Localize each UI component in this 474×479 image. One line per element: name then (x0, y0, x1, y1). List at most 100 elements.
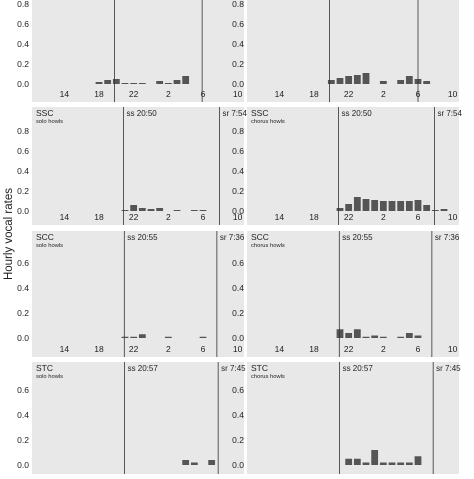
bar-hour-6 (414, 335, 422, 338)
bar-hour-2 (379, 336, 387, 338)
bar-hour-21 (336, 208, 344, 211)
bar-hour-4 (397, 462, 405, 465)
x-tick-label: 6 (201, 344, 206, 354)
y-tick-label: 0.8 (17, 0, 29, 9)
bar-hour-4 (397, 201, 405, 211)
bar-hour-18 (95, 82, 103, 84)
x-tick-label: 2 (381, 344, 386, 354)
bar-hour-4 (397, 80, 405, 84)
y-tick-label: 0.6 (17, 146, 29, 156)
bar-hour-22 (130, 83, 138, 84)
bar-hour-21 (336, 329, 344, 338)
bar-hour-22 (345, 204, 353, 211)
y-tick-label: 0.0 (232, 460, 244, 470)
x-tick-label: 22 (129, 344, 139, 354)
x-tick-label: 18 (94, 212, 104, 222)
x-tick-label: 10 (233, 212, 243, 222)
panel-background (247, 0, 459, 102)
panel-howl-type-label: solo howls (36, 119, 63, 125)
bar-hour-1 (371, 450, 379, 465)
bar-hour-2 (164, 336, 172, 338)
y-tick-label: 0.4 (232, 283, 244, 293)
bar-hour-2 (379, 81, 387, 84)
panel-howl-type-label: chorus howls (251, 374, 285, 380)
x-tick-label: 10 (233, 89, 243, 99)
x-tick-label: 22 (129, 89, 139, 99)
y-tick-label: 0.6 (17, 19, 29, 29)
bar-hour-1 (156, 81, 164, 84)
bar-hour-6 (199, 336, 207, 338)
x-tick-label: 2 (381, 212, 386, 222)
bar-hour-7 (423, 205, 431, 211)
y-tick-label: 0.8 (17, 126, 29, 136)
x-tick-label: 18 (309, 212, 319, 222)
y-tick-label: 0.2 (17, 308, 29, 318)
sunset-time-label: ss 20:55 (127, 233, 158, 242)
bar-hour-23 (138, 208, 146, 211)
bar-hour-5 (405, 76, 413, 84)
y-tick-label: 0.8 (232, 0, 244, 9)
y-tick-label: 0.0 (232, 333, 244, 343)
bar-hour-22 (345, 333, 353, 338)
bar-hour-2 (379, 462, 387, 465)
y-tick-label: 0.0 (17, 206, 29, 216)
y-tick-label: 0.0 (232, 206, 244, 216)
bar-hour-5 (190, 210, 198, 211)
panel-site-label: STC (251, 363, 268, 373)
panel-site-label: SCC (36, 232, 54, 242)
x-tick-label: 2 (166, 89, 171, 99)
bar-hour-22 (130, 336, 138, 338)
bar-hour-23 (138, 334, 146, 338)
bar-hour-2 (164, 83, 172, 84)
bar-hour-5 (405, 333, 413, 338)
y-tick-label: 0.6 (232, 385, 244, 395)
bar-hour-9 (440, 209, 448, 211)
panel-background (32, 231, 244, 357)
y-tick-label: 0.2 (17, 435, 29, 445)
sunset-time-label: ss 20:50 (342, 109, 373, 118)
panel-site-label: SCC (251, 232, 269, 242)
bar-hour-6 (414, 200, 422, 211)
x-tick-label: 22 (344, 89, 354, 99)
x-tick-label: 10 (448, 89, 458, 99)
sunrise-time-label: sr 7:45 (436, 364, 461, 373)
y-tick-label: 0.0 (17, 460, 29, 470)
bar-hour-23 (138, 83, 146, 84)
x-tick-label: 2 (166, 212, 171, 222)
panel-background (32, 107, 244, 225)
bar-hour-22 (130, 205, 138, 211)
panel-howl-type-label: solo howls (36, 243, 63, 249)
bar-hour-3 (388, 462, 396, 465)
bar-hour-21 (336, 78, 344, 84)
y-tick-label: 0.2 (232, 59, 244, 69)
y-tick-label: 0.0 (232, 79, 244, 89)
x-tick-label: 18 (309, 344, 319, 354)
bar-hour-2 (379, 201, 387, 211)
y-tick-label: 0.4 (17, 39, 29, 49)
y-tick-label: 0.6 (17, 258, 29, 268)
x-tick-label: 2 (381, 89, 386, 99)
x-tick-label: 6 (416, 344, 421, 354)
x-tick-label: 10 (448, 344, 458, 354)
bar-hour-0 (362, 336, 370, 338)
bar-hour-21 (121, 210, 129, 211)
y-tick-label: 0.4 (17, 410, 29, 420)
x-tick-label: 6 (201, 212, 206, 222)
x-tick-label: 6 (416, 212, 421, 222)
panel-site-label: STC (36, 363, 53, 373)
bar-hour-1 (156, 208, 164, 211)
bar-hour-22 (345, 458, 353, 465)
x-tick-label: 14 (275, 89, 285, 99)
y-tick-label: 0.4 (17, 283, 29, 293)
bar-hour-23 (353, 75, 361, 84)
bar-hour-1 (371, 335, 379, 338)
panel-howl-type-label: chorus howls (251, 119, 285, 125)
x-tick-label: 14 (60, 344, 70, 354)
bar-hour-20 (112, 79, 120, 84)
x-tick-label: 18 (94, 89, 104, 99)
panel-howl-type-label: chorus howls (251, 243, 285, 249)
bar-hour-3 (388, 201, 396, 211)
panel-background (247, 362, 459, 474)
bar-hour-5 (405, 462, 413, 465)
y-tick-label: 0.2 (17, 59, 29, 69)
